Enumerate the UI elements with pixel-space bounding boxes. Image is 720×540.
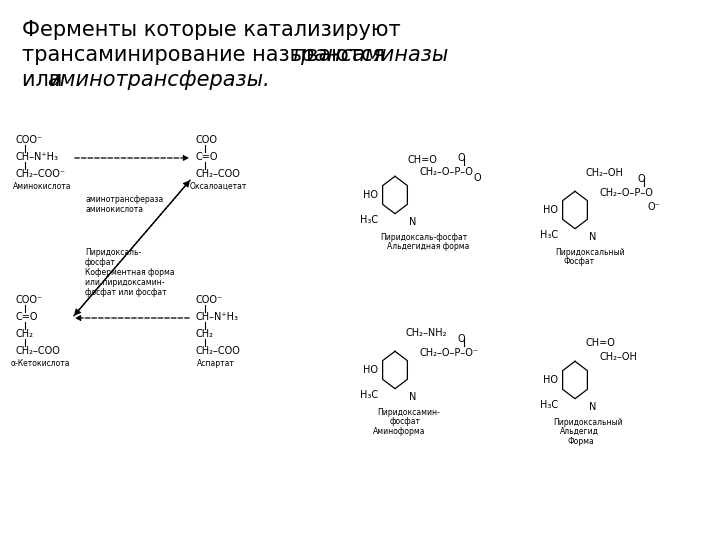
Text: Аминоформа: Аминоформа [373, 427, 426, 436]
Text: CH–N⁺H₃: CH–N⁺H₃ [15, 152, 58, 162]
Text: Пиридоксамин-: Пиридоксамин- [377, 408, 440, 417]
Text: O: O [637, 174, 644, 184]
Text: O⁻: O⁻ [647, 202, 660, 212]
Text: CH₂: CH₂ [195, 329, 213, 339]
Text: CH₂–COO: CH₂–COO [15, 346, 60, 356]
Text: Ферменты которые катализируют: Ферменты которые катализируют [22, 20, 401, 40]
Text: N: N [589, 402, 596, 412]
Text: COO: COO [195, 135, 217, 145]
Text: Фосфат: Фосфат [563, 257, 594, 266]
Text: Альдегид: Альдегид [560, 427, 599, 436]
Text: O: O [473, 173, 481, 183]
Text: Форма: Форма [567, 437, 594, 446]
Text: H₃C: H₃C [360, 390, 378, 400]
Text: CH₂–O–P–O: CH₂–O–P–O [420, 167, 474, 177]
Text: фосфат: фосфат [85, 258, 116, 267]
Text: CH₂–COO: CH₂–COO [195, 346, 240, 356]
Text: CH₂: CH₂ [15, 329, 33, 339]
Text: CH₂–NH₂: CH₂–NH₂ [405, 328, 446, 338]
Text: или: или [22, 70, 69, 90]
Text: COO⁻: COO⁻ [15, 135, 42, 145]
Text: аминокислота: аминокислота [85, 205, 143, 214]
Text: CH₂–O–P–O⁻: CH₂–O–P–O⁻ [420, 348, 479, 358]
Text: CH=O: CH=O [407, 155, 437, 165]
Text: Пиридоксаль-фосфат: Пиридоксаль-фосфат [380, 233, 467, 242]
Text: N: N [409, 392, 416, 402]
Text: трансаминирование называются: трансаминирование называются [22, 45, 392, 65]
Text: фосфат или фосфат: фосфат или фосфат [85, 288, 166, 297]
Text: CH=O: CH=O [585, 338, 615, 348]
Text: HO: HO [543, 205, 558, 215]
Text: COO⁻: COO⁻ [195, 295, 222, 305]
Text: Альдегидная форма: Альдегидная форма [387, 242, 469, 251]
Text: N: N [589, 232, 596, 242]
Text: HO: HO [363, 365, 378, 375]
Text: Оксалоацетат: Оксалоацетат [190, 182, 248, 191]
Text: Аминокислота: Аминокислота [13, 182, 71, 191]
Text: CH–N⁺H₃: CH–N⁺H₃ [195, 312, 238, 322]
Text: трансаминазы: трансаминазы [290, 45, 449, 65]
Text: Пиридоксаль-: Пиридоксаль- [85, 248, 141, 257]
Text: N: N [409, 217, 416, 227]
Text: HO: HO [543, 375, 558, 385]
Text: Коферментная форма: Коферментная форма [85, 268, 175, 277]
Text: CH₂–COO⁻: CH₂–COO⁻ [15, 169, 65, 179]
Text: CH₂–COO: CH₂–COO [195, 169, 240, 179]
Text: аминотрансферазы.: аминотрансферазы. [47, 70, 270, 90]
Text: O: O [457, 153, 464, 163]
Text: α-Кетокислота: α-Кетокислота [11, 359, 71, 368]
Text: COO⁻: COO⁻ [15, 295, 42, 305]
Text: H₃C: H₃C [540, 400, 558, 410]
Text: фосфат: фосфат [390, 417, 421, 426]
Text: H₃C: H₃C [540, 230, 558, 240]
Text: CH₂–OH: CH₂–OH [585, 168, 623, 178]
Text: CH₂–O–P–O: CH₂–O–P–O [600, 188, 654, 198]
Text: CH₂–OH: CH₂–OH [600, 352, 638, 362]
Text: C=O: C=O [15, 312, 37, 322]
Text: Аспартат: Аспартат [197, 359, 235, 368]
Text: Пиридоксальный: Пиридоксальный [553, 418, 623, 427]
Text: C=O: C=O [195, 152, 217, 162]
Text: или пиридоксамин-: или пиридоксамин- [85, 278, 164, 287]
Text: Пиридоксальный: Пиридоксальный [555, 248, 625, 257]
Text: O: O [457, 334, 464, 344]
Text: H₃C: H₃C [360, 215, 378, 225]
Text: аминотрансфераза: аминотрансфераза [85, 195, 163, 204]
Text: HO: HO [363, 190, 378, 200]
